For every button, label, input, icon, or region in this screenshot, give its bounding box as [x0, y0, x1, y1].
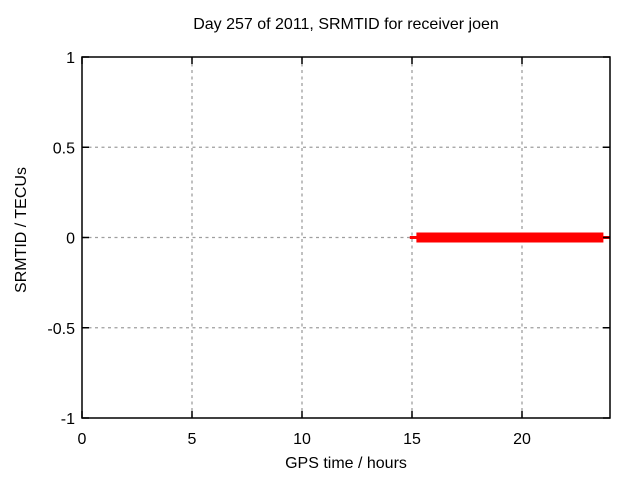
y-tick-label: 0: [66, 231, 75, 248]
x-tick-label: 10: [293, 431, 311, 448]
chart-title: Day 257 of 2011, SRMTID for receiver joe…: [193, 16, 499, 33]
x-tick-label: 15: [403, 431, 421, 448]
y-tick-label: 0.5: [53, 140, 75, 157]
y-tick-label: 1: [66, 50, 75, 67]
x-tick-label: 5: [188, 431, 197, 448]
y-tick-label: -1: [61, 411, 75, 428]
x-axis-label: GPS time / hours: [285, 455, 407, 472]
x-tick-label: 0: [78, 431, 87, 448]
y-tick-label: -0.5: [47, 321, 75, 338]
x-tick-label: 20: [513, 431, 531, 448]
